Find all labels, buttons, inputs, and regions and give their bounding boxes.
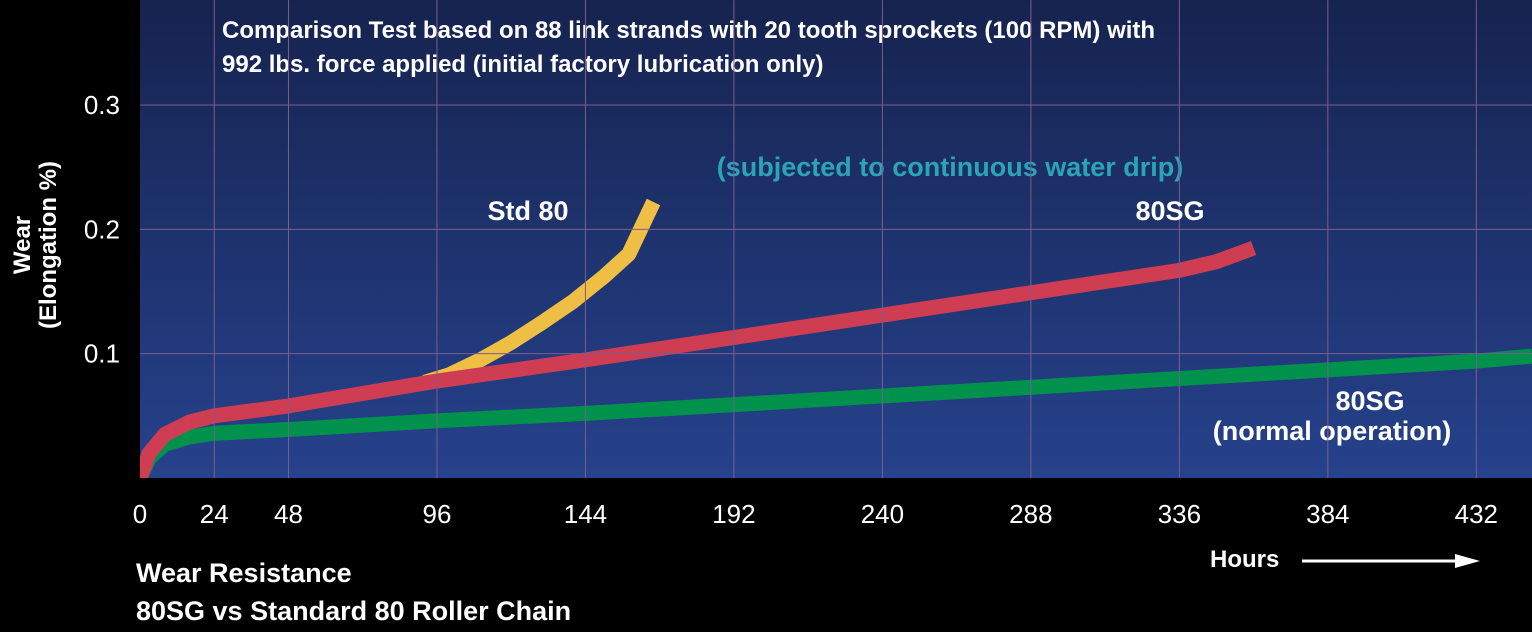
x-tick-label: 24 — [200, 499, 229, 529]
series-label: 80SG — [1135, 196, 1204, 226]
x-tick-label: 384 — [1306, 499, 1349, 529]
subtitle: Wear Resistance — [136, 558, 352, 588]
annotation: (subjected to continuous water drip) — [717, 152, 1184, 182]
y-tick-label: 0.3 — [84, 90, 120, 120]
series-line — [140, 240, 1257, 478]
x-tick-label: 288 — [1009, 499, 1052, 529]
annotation: (normal operation) — [1213, 416, 1452, 446]
x-tick-label: 192 — [712, 499, 755, 529]
x-tick-label: 144 — [564, 499, 607, 529]
x-axis-title: Hours — [1210, 546, 1279, 573]
x-tick-label: 96 — [422, 499, 451, 529]
arrow-head — [1455, 554, 1480, 568]
series-label: Std 80 — [487, 196, 568, 226]
y-axis-title: Wear — [9, 216, 36, 274]
series-label: 80SG — [1335, 386, 1404, 416]
x-tick-label: 336 — [1158, 499, 1201, 529]
y-tick-label: 0.2 — [84, 214, 120, 244]
y-axis-title: (Elongation %) — [35, 161, 62, 329]
x-tick-label: 432 — [1455, 499, 1498, 529]
chart-title: Comparison Test based on 88 link strands… — [222, 17, 1155, 44]
x-tick-label: 48 — [274, 499, 303, 529]
series-line — [422, 198, 661, 390]
x-tick-label: 240 — [861, 499, 904, 529]
chart-title: 992 lbs. force applied (initial factory … — [222, 51, 823, 78]
subtitle: 80SG vs Standard 80 Roller Chain — [136, 596, 571, 626]
x-tick-label: 0 — [133, 499, 147, 529]
y-tick-label: 0.1 — [84, 339, 120, 369]
